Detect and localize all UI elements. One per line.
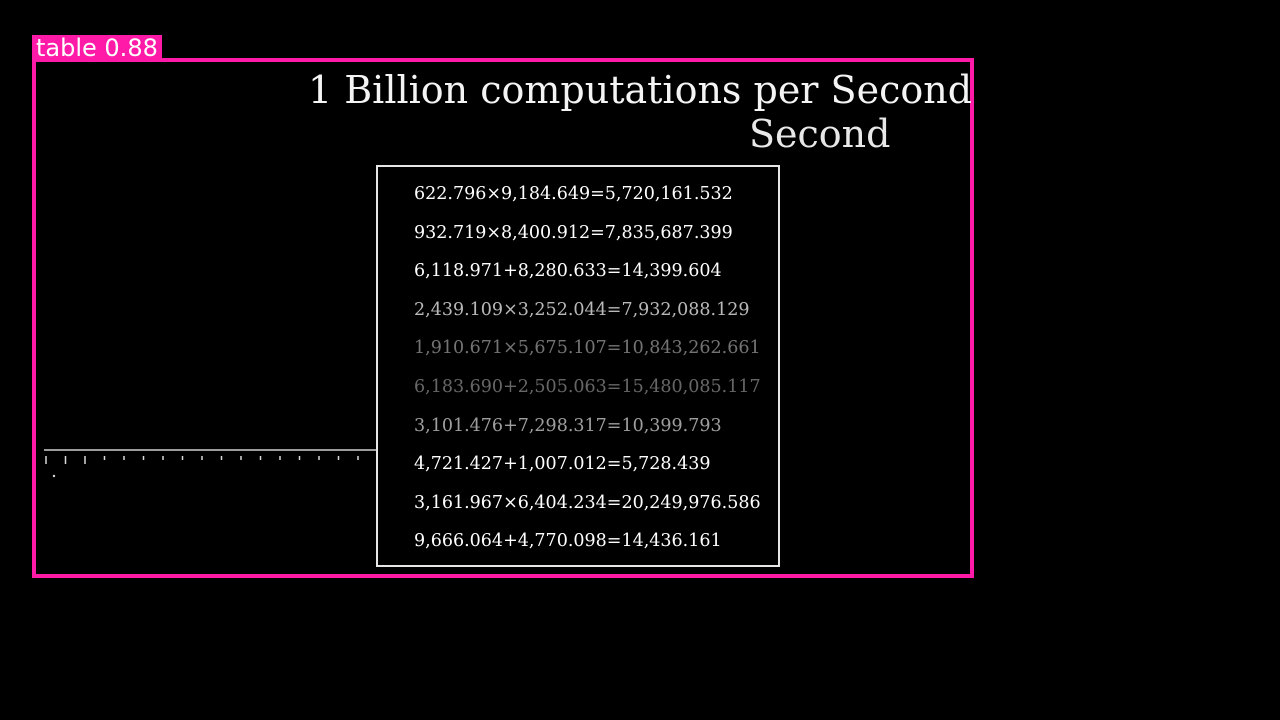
slide-title-echo: Second: [749, 112, 891, 156]
tick-marks: [45, 456, 378, 478]
equation-row: 9,666.064+4,770.098=14,436.161: [414, 531, 722, 551]
equation-row: 622.796×9,184.649=5,720,161.532: [414, 184, 733, 204]
detection-label: table 0.88: [32, 35, 162, 61]
equation-row: 4,721.427+1,007.012=5,728.439: [414, 454, 711, 474]
equation-row: 6,183.690+2,505.063=15,480,085.117: [414, 377, 761, 397]
equation-row: 932.719×8,400.912=7,835,687.399: [414, 223, 733, 243]
detection-box: [32, 58, 974, 578]
computation-table: 622.796×9,184.649=5,720,161.532 932.719×…: [376, 165, 780, 567]
equation-row: 1,910.671×5,675.107=10,843,262.661: [414, 338, 761, 358]
equation-row: 6,118.971+8,280.633=14,399.604: [414, 261, 722, 281]
equation-row: 3,101.476+7,298.317=10,399.793: [414, 416, 722, 436]
slide-title: 1 Billion computations per Second: [308, 68, 973, 112]
equation-row: 2,439.109×3,252.044=7,932,088.129: [414, 300, 750, 320]
tick-strip: [44, 449, 378, 478]
equation-row: 3,161.967×6,404.234=20,249,976.586: [414, 493, 761, 513]
tick-dot: [52, 474, 56, 478]
